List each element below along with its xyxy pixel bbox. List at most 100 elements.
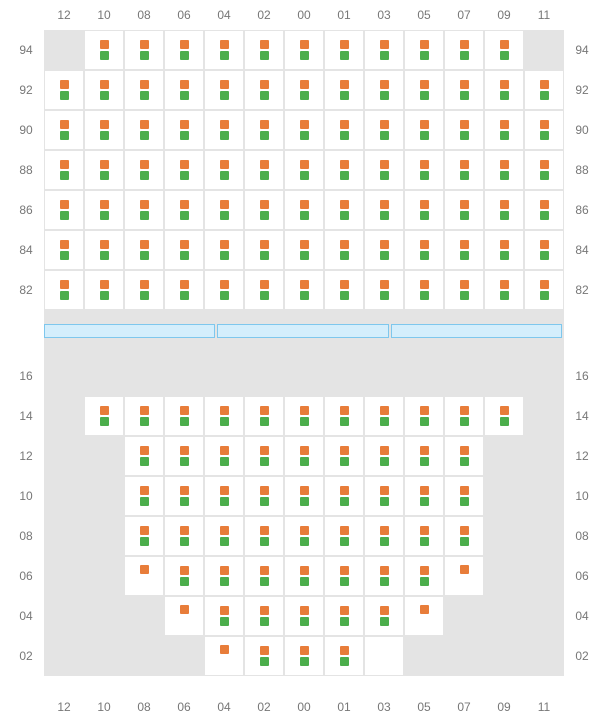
seat-cell[interactable] <box>404 270 444 310</box>
seat-cell[interactable] <box>524 110 564 150</box>
seat-cell[interactable] <box>244 150 284 190</box>
seat-cell[interactable] <box>124 230 164 270</box>
seat-cell[interactable] <box>484 150 524 190</box>
seat-cell[interactable] <box>404 556 444 596</box>
seat-cell[interactable] <box>164 516 204 556</box>
seat-cell[interactable] <box>84 270 124 310</box>
seat-cell[interactable] <box>204 30 244 70</box>
seat-cell[interactable] <box>284 30 324 70</box>
seat-cell[interactable] <box>324 396 364 436</box>
seat-cell[interactable] <box>364 230 404 270</box>
seat-cell[interactable] <box>324 476 364 516</box>
seat-cell[interactable] <box>324 516 364 556</box>
seat-cell[interactable] <box>324 436 364 476</box>
seat-cell[interactable] <box>244 436 284 476</box>
seat-cell[interactable] <box>404 30 444 70</box>
seat-cell[interactable] <box>444 270 484 310</box>
seat-cell[interactable] <box>484 70 524 110</box>
seat-cell[interactable] <box>324 70 364 110</box>
seat-cell[interactable] <box>204 230 244 270</box>
seat-cell[interactable] <box>204 516 244 556</box>
seat-cell[interactable] <box>244 476 284 516</box>
seat-cell[interactable] <box>204 396 244 436</box>
seat-cell[interactable] <box>124 396 164 436</box>
seat-cell[interactable] <box>284 150 324 190</box>
seat-cell[interactable] <box>124 150 164 190</box>
seat-cell[interactable] <box>364 636 404 676</box>
seat-cell[interactable] <box>364 476 404 516</box>
seat-cell[interactable] <box>324 556 364 596</box>
seat-cell[interactable] <box>444 230 484 270</box>
seat-cell[interactable] <box>204 70 244 110</box>
seat-cell[interactable] <box>364 556 404 596</box>
seat-cell[interactable] <box>444 516 484 556</box>
seat-cell[interactable] <box>284 110 324 150</box>
seat-cell[interactable] <box>364 150 404 190</box>
seat-cell[interactable] <box>444 476 484 516</box>
seat-cell[interactable] <box>164 476 204 516</box>
seat-cell[interactable] <box>244 270 284 310</box>
seat-cell[interactable] <box>124 30 164 70</box>
seat-cell[interactable] <box>244 396 284 436</box>
seat-cell[interactable] <box>404 190 444 230</box>
seat-cell[interactable] <box>124 476 164 516</box>
seat-cell[interactable] <box>284 70 324 110</box>
seat-cell[interactable] <box>524 270 564 310</box>
seat-cell[interactable] <box>84 110 124 150</box>
seat-cell[interactable] <box>324 190 364 230</box>
seat-cell[interactable] <box>284 556 324 596</box>
seat-cell[interactable] <box>444 30 484 70</box>
seat-cell[interactable] <box>124 110 164 150</box>
seat-cell[interactable] <box>124 270 164 310</box>
seat-cell[interactable] <box>484 110 524 150</box>
seat-cell[interactable] <box>364 516 404 556</box>
seat-cell[interactable] <box>364 30 404 70</box>
seat-cell[interactable] <box>204 436 244 476</box>
seat-cell[interactable] <box>124 556 164 596</box>
seat-cell[interactable] <box>324 596 364 636</box>
seat-cell[interactable] <box>44 230 84 270</box>
seat-cell[interactable] <box>164 230 204 270</box>
seat-cell[interactable] <box>284 516 324 556</box>
seat-cell[interactable] <box>84 396 124 436</box>
seat-cell[interactable] <box>324 230 364 270</box>
seat-cell[interactable] <box>284 636 324 676</box>
seat-cell[interactable] <box>44 110 84 150</box>
seat-cell[interactable] <box>444 110 484 150</box>
seat-cell[interactable] <box>484 30 524 70</box>
seat-cell[interactable] <box>524 70 564 110</box>
seat-cell[interactable] <box>524 230 564 270</box>
seat-cell[interactable] <box>244 556 284 596</box>
seat-cell[interactable] <box>324 150 364 190</box>
seat-cell[interactable] <box>164 110 204 150</box>
seat-cell[interactable] <box>484 190 524 230</box>
seat-cell[interactable] <box>444 396 484 436</box>
seat-cell[interactable] <box>364 270 404 310</box>
seat-cell[interactable] <box>84 30 124 70</box>
seat-cell[interactable] <box>364 70 404 110</box>
seat-cell[interactable] <box>284 436 324 476</box>
seat-cell[interactable] <box>324 636 364 676</box>
seat-cell[interactable] <box>44 270 84 310</box>
seat-cell[interactable] <box>404 596 444 636</box>
seat-cell[interactable] <box>204 190 244 230</box>
seat-cell[interactable] <box>244 516 284 556</box>
seat-cell[interactable] <box>284 190 324 230</box>
seat-cell[interactable] <box>364 596 404 636</box>
seat-cell[interactable] <box>404 436 444 476</box>
seat-cell[interactable] <box>364 436 404 476</box>
seat-cell[interactable] <box>364 396 404 436</box>
seat-cell[interactable] <box>164 270 204 310</box>
seat-cell[interactable] <box>404 150 444 190</box>
seat-cell[interactable] <box>404 476 444 516</box>
seat-cell[interactable] <box>84 230 124 270</box>
seat-cell[interactable] <box>444 556 484 596</box>
seat-cell[interactable] <box>364 190 404 230</box>
seat-cell[interactable] <box>164 556 204 596</box>
seat-cell[interactable] <box>124 436 164 476</box>
seat-cell[interactable] <box>44 150 84 190</box>
seat-cell[interactable] <box>244 70 284 110</box>
seat-cell[interactable] <box>484 396 524 436</box>
seat-cell[interactable] <box>164 150 204 190</box>
seat-cell[interactable] <box>284 270 324 310</box>
